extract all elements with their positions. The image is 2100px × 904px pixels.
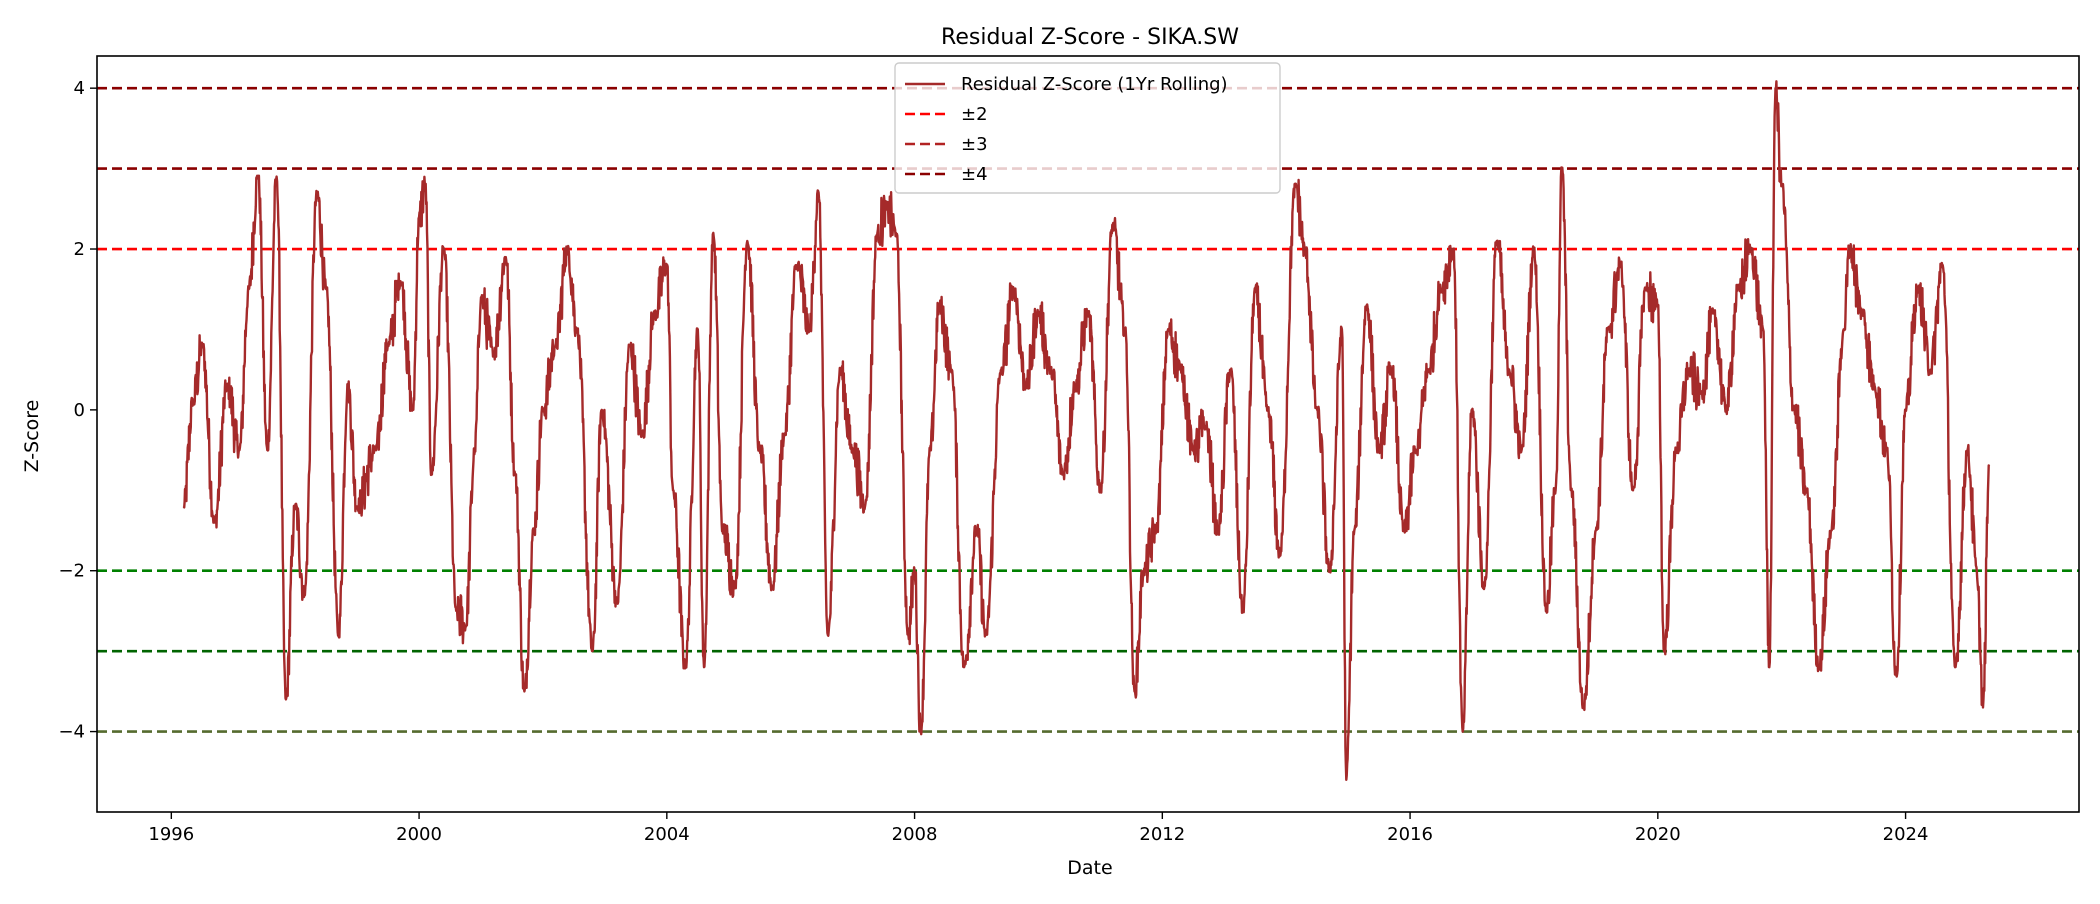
series-line bbox=[182, 80, 1991, 781]
plot-frame bbox=[96, 55, 2080, 813]
chart-title: Residual Z-Score - SIKA.SW bbox=[941, 25, 1239, 50]
x-tick-label: 1996 bbox=[148, 824, 194, 845]
legend-box bbox=[894, 62, 1281, 194]
legend-label: ±2 bbox=[961, 104, 988, 125]
x-tick-label: 2024 bbox=[1883, 824, 1929, 845]
legend-label: ±4 bbox=[961, 164, 988, 185]
x-tick-label: 2016 bbox=[1387, 824, 1433, 845]
y-tick-label: −2 bbox=[58, 561, 85, 582]
series-layer bbox=[182, 80, 1991, 781]
y-tick-label: 0 bbox=[74, 400, 85, 421]
y-tick-label: 4 bbox=[74, 78, 85, 99]
y-axis-label: Z-Score bbox=[21, 400, 43, 473]
y-tick-label: 2 bbox=[74, 239, 85, 260]
legend: Residual Z-Score (1Yr Rolling) ±2 ±3 ±4 bbox=[894, 62, 1281, 194]
x-tick-label: 2008 bbox=[892, 824, 938, 845]
legend-label: ±3 bbox=[961, 134, 988, 155]
y-tick-label: −4 bbox=[58, 722, 85, 743]
x-axis-label: Date bbox=[1067, 857, 1112, 879]
x-tick-label: 2020 bbox=[1635, 824, 1681, 845]
x-tick-label: 2000 bbox=[396, 824, 442, 845]
axes-layer: 1996 2000 2004 2008 2012 2016 2020 2024 −4 −2 0 2 4 bbox=[58, 55, 2080, 845]
legend-label: Residual Z-Score (1Yr Rolling) bbox=[961, 74, 1228, 95]
x-tick-label: 2004 bbox=[644, 824, 690, 845]
x-tick-label: 2012 bbox=[1139, 824, 1185, 845]
